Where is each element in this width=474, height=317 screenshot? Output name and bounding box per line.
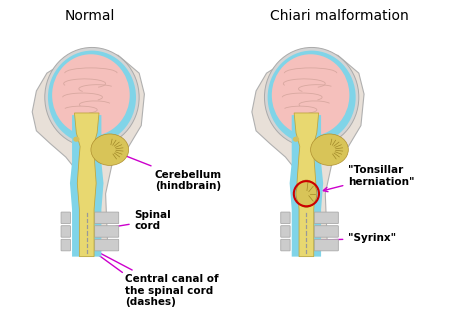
Polygon shape xyxy=(70,115,103,257)
Ellipse shape xyxy=(48,51,136,144)
Ellipse shape xyxy=(293,137,299,142)
Ellipse shape xyxy=(52,54,130,136)
FancyBboxPatch shape xyxy=(61,239,71,251)
FancyBboxPatch shape xyxy=(314,212,338,223)
Text: Cerebellum
(hindbrain): Cerebellum (hindbrain) xyxy=(114,151,222,191)
FancyBboxPatch shape xyxy=(61,226,71,237)
Polygon shape xyxy=(290,115,323,257)
Ellipse shape xyxy=(264,48,359,147)
Ellipse shape xyxy=(45,48,139,147)
Polygon shape xyxy=(294,113,319,257)
Polygon shape xyxy=(32,52,145,251)
Ellipse shape xyxy=(272,54,349,136)
FancyBboxPatch shape xyxy=(281,239,290,251)
FancyBboxPatch shape xyxy=(281,212,290,223)
Polygon shape xyxy=(74,113,99,257)
Text: Chiari malformation: Chiari malformation xyxy=(271,9,409,23)
Ellipse shape xyxy=(73,137,80,142)
Text: Normal: Normal xyxy=(65,9,115,23)
Polygon shape xyxy=(252,52,364,251)
FancyBboxPatch shape xyxy=(95,226,118,237)
Text: "Syrinx": "Syrinx" xyxy=(316,233,396,243)
FancyBboxPatch shape xyxy=(314,226,338,237)
FancyBboxPatch shape xyxy=(314,239,338,251)
FancyBboxPatch shape xyxy=(281,226,290,237)
Ellipse shape xyxy=(296,180,317,207)
FancyBboxPatch shape xyxy=(95,239,118,251)
Ellipse shape xyxy=(310,134,348,165)
Text: "Tonsillar
herniation": "Tonsillar herniation" xyxy=(323,165,415,192)
Text: Spinal
cord: Spinal cord xyxy=(96,210,172,231)
Ellipse shape xyxy=(268,51,356,144)
Ellipse shape xyxy=(91,134,128,165)
FancyBboxPatch shape xyxy=(95,212,118,223)
FancyBboxPatch shape xyxy=(61,212,71,223)
Text: Central canal of
the spinal cord
(dashes): Central canal of the spinal cord (dashes… xyxy=(91,248,219,307)
